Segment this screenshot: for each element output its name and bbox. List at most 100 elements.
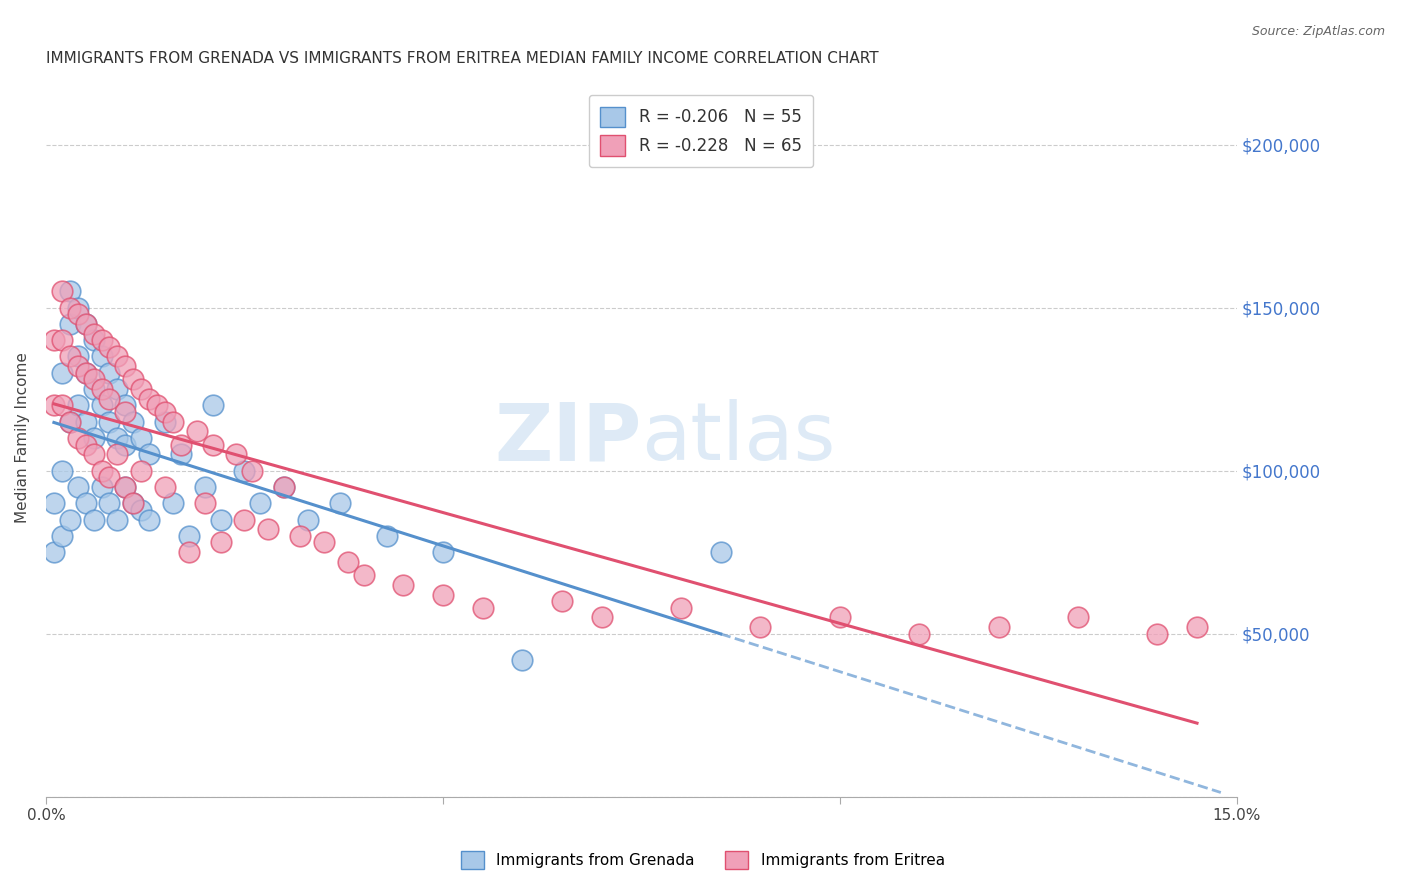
- Point: [107, 382, 129, 396]
- Point: [288, 529, 311, 543]
- Point: [669, 600, 692, 615]
- Point: [66, 350, 89, 364]
- Point: [98, 366, 121, 380]
- Point: [114, 437, 136, 451]
- Point: [186, 425, 208, 439]
- Point: [432, 588, 454, 602]
- Point: [83, 382, 105, 396]
- Point: [240, 464, 263, 478]
- Point: [51, 333, 73, 347]
- Point: [257, 522, 280, 536]
- Point: [66, 398, 89, 412]
- Point: [209, 512, 232, 526]
- Point: [51, 398, 73, 412]
- Point: [225, 447, 247, 461]
- Point: [42, 398, 65, 412]
- Point: [122, 372, 145, 386]
- Point: [66, 307, 89, 321]
- Point: [162, 496, 184, 510]
- Point: [75, 366, 97, 380]
- Point: [98, 496, 121, 510]
- Point: [114, 480, 136, 494]
- Text: IMMIGRANTS FROM GRENADA VS IMMIGRANTS FROM ERITREA MEDIAN FAMILY INCOME CORRELAT: IMMIGRANTS FROM GRENADA VS IMMIGRANTS FR…: [46, 51, 879, 66]
- Point: [201, 398, 224, 412]
- Point: [122, 415, 145, 429]
- Point: [114, 398, 136, 412]
- Point: [177, 529, 200, 543]
- Point: [83, 333, 105, 347]
- Point: [138, 447, 160, 461]
- Point: [114, 480, 136, 494]
- Point: [42, 545, 65, 559]
- Y-axis label: Median Family Income: Median Family Income: [15, 352, 30, 524]
- Point: [1146, 626, 1168, 640]
- Legend: Immigrants from Grenada, Immigrants from Eritrea: Immigrants from Grenada, Immigrants from…: [456, 845, 950, 875]
- Point: [828, 610, 851, 624]
- Point: [90, 350, 112, 364]
- Point: [75, 317, 97, 331]
- Point: [90, 464, 112, 478]
- Point: [129, 502, 152, 516]
- Point: [122, 496, 145, 510]
- Point: [98, 392, 121, 406]
- Point: [162, 415, 184, 429]
- Point: [83, 372, 105, 386]
- Point: [987, 620, 1010, 634]
- Text: ZIP: ZIP: [494, 399, 641, 477]
- Point: [194, 480, 217, 494]
- Point: [107, 350, 129, 364]
- Point: [59, 350, 82, 364]
- Point: [66, 301, 89, 315]
- Point: [233, 512, 256, 526]
- Point: [432, 545, 454, 559]
- Text: Source: ZipAtlas.com: Source: ZipAtlas.com: [1251, 25, 1385, 38]
- Point: [209, 535, 232, 549]
- Point: [153, 405, 176, 419]
- Point: [201, 437, 224, 451]
- Point: [510, 653, 533, 667]
- Point: [107, 512, 129, 526]
- Point: [75, 437, 97, 451]
- Point: [75, 317, 97, 331]
- Point: [98, 415, 121, 429]
- Point: [471, 600, 494, 615]
- Point: [312, 535, 335, 549]
- Point: [138, 392, 160, 406]
- Point: [710, 545, 733, 559]
- Point: [114, 405, 136, 419]
- Point: [90, 333, 112, 347]
- Point: [392, 578, 415, 592]
- Point: [194, 496, 217, 510]
- Point: [153, 480, 176, 494]
- Point: [1067, 610, 1090, 624]
- Point: [83, 431, 105, 445]
- Point: [59, 512, 82, 526]
- Point: [107, 447, 129, 461]
- Point: [107, 431, 129, 445]
- Text: atlas: atlas: [641, 399, 835, 477]
- Point: [177, 545, 200, 559]
- Point: [273, 480, 295, 494]
- Point: [98, 340, 121, 354]
- Point: [83, 447, 105, 461]
- Point: [90, 398, 112, 412]
- Point: [42, 333, 65, 347]
- Point: [375, 529, 398, 543]
- Point: [59, 317, 82, 331]
- Point: [551, 594, 574, 608]
- Point: [249, 496, 271, 510]
- Point: [146, 398, 169, 412]
- Point: [66, 431, 89, 445]
- Point: [75, 415, 97, 429]
- Point: [51, 529, 73, 543]
- Point: [83, 512, 105, 526]
- Point: [59, 301, 82, 315]
- Point: [122, 496, 145, 510]
- Point: [129, 382, 152, 396]
- Point: [129, 431, 152, 445]
- Point: [749, 620, 772, 634]
- Point: [42, 496, 65, 510]
- Point: [59, 285, 82, 299]
- Point: [170, 437, 193, 451]
- Point: [129, 464, 152, 478]
